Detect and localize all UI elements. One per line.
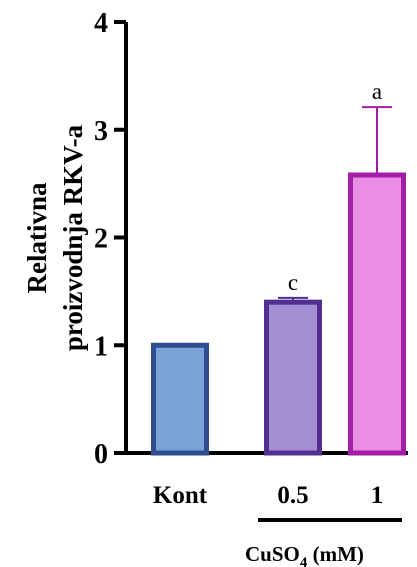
- y-axis-title-line2: proizvodnja RKV-a: [58, 124, 88, 351]
- y-axis-ticks: 0 1 2 3 4: [94, 8, 126, 470]
- bar: [264, 299, 322, 456]
- x-tick-label: 1: [371, 482, 384, 509]
- bar: [348, 172, 406, 456]
- group-label-unit: (mM): [307, 542, 364, 566]
- y-tick-label: 3: [94, 116, 108, 147]
- group-label-subscript: 4: [300, 555, 308, 567]
- group-label: CuSO4 (mM): [245, 542, 364, 567]
- x-tick-label: Kont: [153, 482, 208, 509]
- y-tick-label: 4: [94, 8, 108, 39]
- y-axis-title: Relativna proizvodnja RKV-a: [22, 124, 88, 351]
- y-tick-label: 1: [94, 331, 108, 362]
- bars: ca: [151, 79, 406, 456]
- y-tick-label: 2: [94, 224, 108, 255]
- x-tick-label: 0.5: [277, 482, 308, 509]
- significance-label: c: [288, 270, 298, 295]
- bar: [151, 342, 209, 456]
- x-axis-labels: Kont 0.5 1: [153, 482, 383, 509]
- group-label-main: CuSO: [245, 542, 300, 566]
- y-axis-title-line1: Relativna: [22, 182, 52, 293]
- y-tick-label: 0: [94, 439, 108, 470]
- significance-label: a: [372, 79, 382, 104]
